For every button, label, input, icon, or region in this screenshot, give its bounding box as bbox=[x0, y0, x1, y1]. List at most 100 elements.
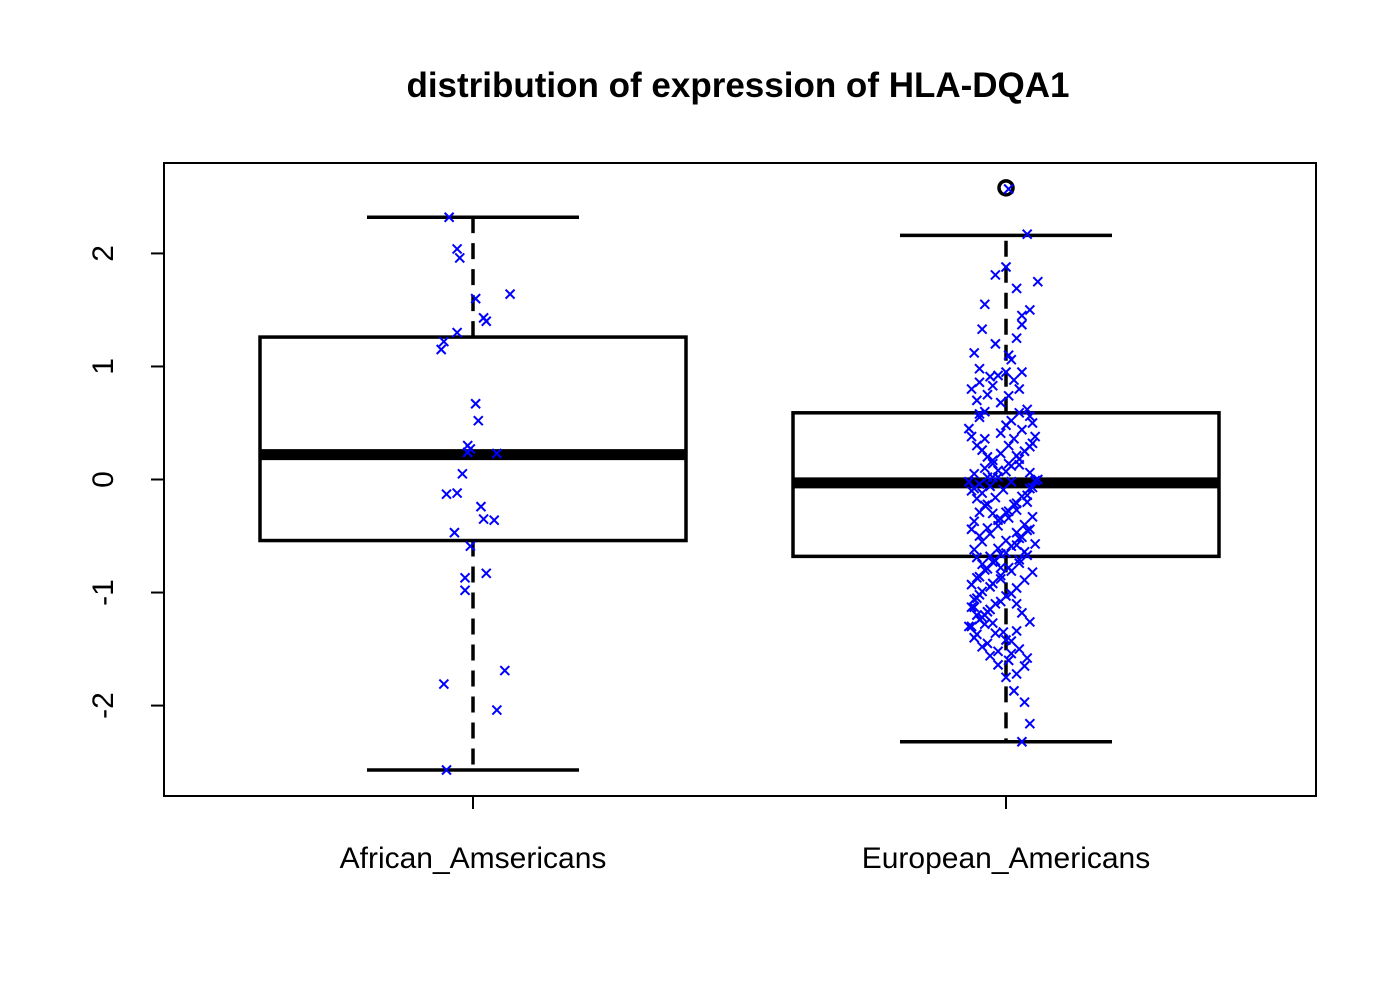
data-point bbox=[987, 508, 998, 519]
data-point bbox=[968, 468, 980, 480]
data-point bbox=[443, 212, 455, 223]
data-point bbox=[1014, 383, 1025, 395]
data-point bbox=[971, 609, 983, 621]
data-point bbox=[1011, 625, 1022, 637]
data-point bbox=[995, 573, 1006, 585]
data-point bbox=[1006, 354, 1017, 365]
data-point bbox=[438, 336, 450, 347]
data-point bbox=[995, 562, 1006, 573]
data-point bbox=[1024, 524, 1036, 535]
chart-title: distribution of expression of HLA-DQA1 bbox=[406, 66, 1069, 105]
data-point bbox=[968, 544, 980, 555]
data-point bbox=[475, 501, 487, 512]
boxes-layer bbox=[258, 179, 1221, 772]
data-point bbox=[990, 269, 1001, 281]
y-tick-label: 2 bbox=[87, 245, 120, 262]
data-point bbox=[979, 564, 991, 576]
data-point bbox=[1029, 538, 1041, 550]
data-point bbox=[992, 646, 1004, 657]
data-point bbox=[963, 621, 975, 632]
data-point bbox=[990, 555, 1001, 567]
data-point bbox=[984, 528, 996, 539]
data-point bbox=[966, 383, 977, 395]
data-point bbox=[966, 602, 977, 613]
data-point bbox=[451, 327, 463, 338]
data-point bbox=[992, 659, 1004, 671]
box-european-americans bbox=[791, 179, 1221, 744]
data-point bbox=[1003, 183, 1014, 195]
data-point bbox=[984, 371, 996, 382]
data-point bbox=[968, 602, 980, 613]
data-point bbox=[995, 570, 1006, 581]
data-point bbox=[974, 530, 985, 542]
data-point bbox=[1014, 533, 1025, 544]
data-point bbox=[982, 638, 993, 649]
data-point bbox=[971, 395, 983, 406]
data-point bbox=[992, 465, 1004, 476]
data-point bbox=[1006, 565, 1017, 577]
data-point bbox=[976, 536, 988, 547]
data-point bbox=[1024, 616, 1036, 628]
data-point bbox=[1011, 504, 1022, 516]
data-point bbox=[459, 585, 471, 596]
data-point bbox=[491, 704, 503, 716]
data-point bbox=[982, 522, 993, 534]
data-point bbox=[1014, 557, 1025, 569]
data-point bbox=[984, 650, 996, 662]
data-point bbox=[1019, 696, 1030, 708]
data-point bbox=[968, 347, 980, 359]
data-point bbox=[987, 556, 998, 568]
data-point bbox=[990, 628, 1001, 639]
data-point bbox=[462, 447, 473, 458]
data-point bbox=[504, 288, 516, 300]
data-point bbox=[1029, 431, 1041, 442]
data-point bbox=[987, 455, 998, 466]
data-point bbox=[1000, 672, 1012, 683]
data-point bbox=[979, 500, 991, 511]
data-point bbox=[1006, 476, 1017, 487]
data-point bbox=[1032, 276, 1044, 287]
data-point bbox=[979, 299, 991, 310]
data-point bbox=[1019, 574, 1030, 586]
data-point bbox=[1021, 229, 1033, 240]
data-point bbox=[1024, 718, 1036, 729]
data-point bbox=[1011, 283, 1022, 294]
data-point bbox=[1024, 304, 1036, 316]
data-point bbox=[1021, 496, 1033, 508]
data-point bbox=[1016, 310, 1028, 321]
data-point bbox=[1016, 319, 1028, 330]
data-point bbox=[435, 344, 447, 355]
data-point bbox=[1008, 433, 1020, 445]
data-point bbox=[1003, 440, 1014, 451]
data-point bbox=[451, 243, 463, 255]
data-point bbox=[1000, 547, 1012, 559]
data-point bbox=[974, 507, 985, 518]
data-point bbox=[976, 641, 988, 653]
data-point bbox=[979, 433, 991, 445]
data-point bbox=[966, 579, 977, 590]
data-point bbox=[990, 338, 1001, 350]
y-tick-label: -2 bbox=[87, 692, 120, 719]
data-point bbox=[968, 516, 980, 527]
data-point bbox=[1024, 410, 1036, 422]
data-point bbox=[1000, 366, 1012, 378]
data-point bbox=[974, 571, 985, 582]
data-point bbox=[963, 476, 975, 487]
data-point bbox=[971, 592, 983, 604]
y-tick-label: -1 bbox=[87, 579, 120, 606]
x-tick-label: European_Americans bbox=[862, 842, 1151, 875]
data-point bbox=[1024, 441, 1036, 452]
data-point bbox=[982, 563, 993, 575]
data-point bbox=[1011, 598, 1022, 610]
data-point bbox=[979, 618, 991, 630]
data-point bbox=[974, 408, 985, 420]
data-point bbox=[982, 499, 993, 510]
data-point bbox=[968, 632, 980, 643]
data-point bbox=[976, 444, 988, 456]
data-point bbox=[992, 370, 1004, 381]
data-point bbox=[1008, 374, 1020, 386]
data-point bbox=[971, 552, 983, 563]
data-point bbox=[1027, 566, 1038, 578]
y-axis: -2 -1 0 1 2 bbox=[87, 245, 165, 719]
data-point bbox=[491, 448, 503, 459]
